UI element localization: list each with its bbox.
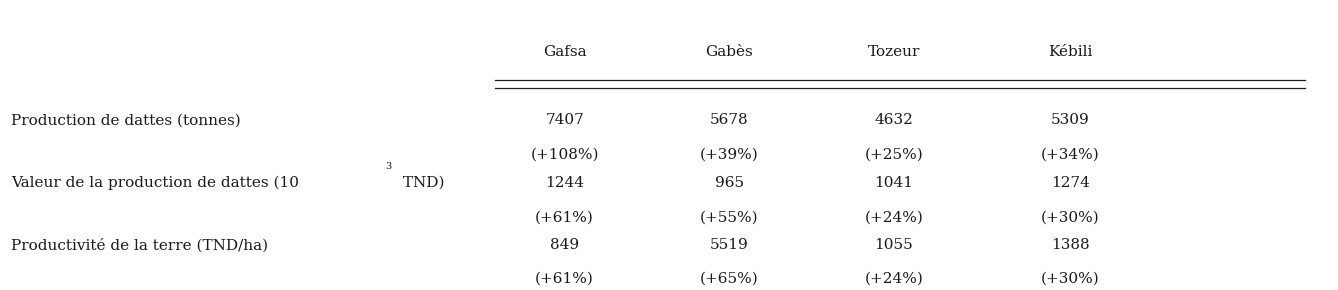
Text: 5519: 5519 xyxy=(710,238,748,252)
Text: (+55%): (+55%) xyxy=(700,211,759,224)
Text: 1388: 1388 xyxy=(1052,238,1089,252)
Text: (+30%): (+30%) xyxy=(1041,271,1100,285)
Text: (+25%): (+25%) xyxy=(864,148,923,162)
Text: 1041: 1041 xyxy=(874,176,914,190)
Text: (+61%): (+61%) xyxy=(535,211,594,224)
Text: (+24%): (+24%) xyxy=(864,211,923,224)
Text: (+65%): (+65%) xyxy=(700,271,759,285)
Text: (+34%): (+34%) xyxy=(1041,148,1100,162)
Text: Tozeur: Tozeur xyxy=(867,45,921,59)
Text: Gabès: Gabès xyxy=(705,45,753,59)
Text: 5309: 5309 xyxy=(1052,113,1089,127)
Text: 5678: 5678 xyxy=(710,113,748,127)
Text: 1244: 1244 xyxy=(545,176,585,190)
Text: 1274: 1274 xyxy=(1050,176,1090,190)
Text: 849: 849 xyxy=(550,238,579,252)
Text: 4632: 4632 xyxy=(874,113,914,127)
Text: (+24%): (+24%) xyxy=(864,271,923,285)
Text: 1055: 1055 xyxy=(875,238,913,252)
Text: (+108%): (+108%) xyxy=(530,148,599,162)
Text: Production de dattes (tonnes): Production de dattes (tonnes) xyxy=(11,113,241,127)
Text: 965: 965 xyxy=(714,176,744,190)
Text: Kébili: Kébili xyxy=(1048,45,1093,59)
Text: TND): TND) xyxy=(399,176,444,190)
Text: 7407: 7407 xyxy=(546,113,583,127)
Text: Valeur de la production de dattes (10: Valeur de la production de dattes (10 xyxy=(11,175,298,190)
Text: (+61%): (+61%) xyxy=(535,271,594,285)
Text: (+39%): (+39%) xyxy=(700,148,759,162)
Text: 3: 3 xyxy=(385,162,391,171)
Text: Gafsa: Gafsa xyxy=(543,45,586,59)
Text: (+30%): (+30%) xyxy=(1041,211,1100,224)
Text: Productivité de la terre (TND/ha): Productivité de la terre (TND/ha) xyxy=(11,238,268,252)
